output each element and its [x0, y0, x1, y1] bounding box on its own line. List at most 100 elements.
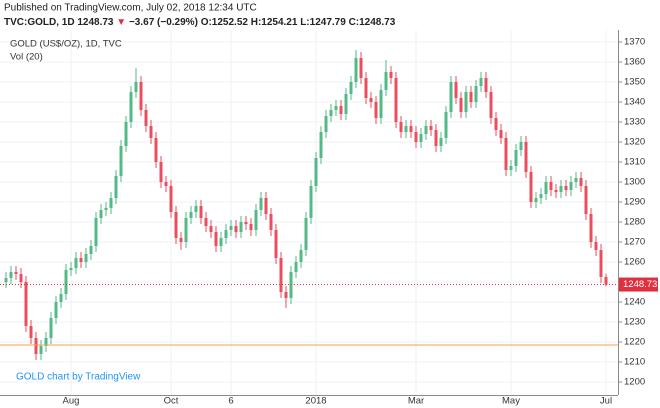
candle-body	[29, 326, 33, 338]
candle-body	[264, 198, 268, 214]
candle-body	[299, 250, 303, 262]
y-tick-label: 1300	[624, 177, 645, 188]
candle-body	[144, 110, 148, 126]
candle-body	[24, 282, 28, 326]
candle-body	[354, 58, 358, 82]
candle-body	[409, 126, 413, 132]
candle-body	[524, 142, 528, 172]
last-price-label: 1248.73	[623, 279, 657, 290]
candle-body	[179, 238, 183, 242]
candle-body	[489, 92, 493, 118]
candle-body	[159, 162, 163, 182]
candle-body	[579, 178, 583, 186]
candle-body	[189, 212, 193, 218]
chart-title: GOLD (US$/OZ), 1D, TVC	[10, 39, 122, 50]
y-tick-label: 1290	[624, 197, 645, 208]
candle-body	[479, 78, 483, 86]
candle-body	[284, 292, 288, 298]
candle-body	[249, 224, 253, 230]
candle-body	[309, 186, 313, 218]
candle-body	[504, 138, 508, 170]
candle-body	[94, 218, 98, 246]
candle-body	[109, 198, 113, 208]
x-tick-label: Oct	[164, 396, 179, 407]
candle-body	[534, 198, 538, 202]
y-tick-label: 1220	[624, 337, 645, 348]
candle-body	[154, 138, 158, 162]
candle-body	[384, 72, 388, 90]
candle-body	[454, 82, 458, 98]
candle-body	[19, 274, 23, 282]
published: Published on TradingView.com, July 02, 2…	[4, 3, 257, 14]
candle-body	[14, 272, 18, 274]
y-tick-label: 1340	[624, 97, 645, 108]
candle-body	[389, 72, 393, 78]
candle-body	[379, 90, 383, 118]
y-tick-label: 1370	[624, 37, 645, 48]
candle-body	[199, 206, 203, 218]
candle-body	[209, 226, 213, 232]
candle-body	[9, 272, 13, 278]
candle-body	[469, 92, 473, 102]
last-price-box	[619, 277, 658, 292]
candle-body	[219, 238, 223, 246]
last: 1248.73	[77, 17, 114, 28]
candle-body	[169, 186, 173, 212]
candle-body	[424, 126, 428, 134]
y-tick-label: 1260	[624, 257, 645, 268]
candle-body	[139, 82, 143, 110]
candle-body	[279, 258, 283, 292]
candle-body	[149, 126, 153, 138]
candle-body	[404, 126, 408, 132]
candle-body	[89, 246, 93, 254]
candle-body	[234, 226, 238, 232]
candle-body	[529, 172, 533, 202]
candle-body	[184, 218, 188, 242]
candle-body	[329, 110, 333, 116]
candle-body	[134, 82, 138, 92]
candle-body	[399, 122, 403, 132]
candle-body	[519, 142, 523, 150]
candle-body	[84, 254, 88, 262]
candle-body	[339, 106, 343, 114]
candle-body	[564, 186, 568, 190]
annotation: GOLD chart by TradingView	[16, 372, 141, 383]
candle-body	[599, 250, 603, 277]
candle-body	[69, 268, 73, 270]
candle-body	[549, 182, 553, 190]
candle-body	[349, 82, 353, 94]
candle-body	[484, 78, 488, 92]
candle-body	[44, 338, 48, 346]
candle-body	[509, 166, 513, 170]
candle-body	[99, 210, 103, 218]
y-tick-label: 1280	[624, 217, 645, 228]
candle-body	[364, 78, 368, 98]
candle-body	[394, 78, 398, 122]
candle-body	[494, 118, 498, 130]
candle-body	[74, 258, 78, 268]
candle-body	[164, 182, 168, 186]
candle-body	[334, 106, 338, 110]
candle-body	[244, 222, 248, 224]
y-tick-label: 1310	[624, 157, 645, 168]
candle-body	[459, 98, 463, 112]
candle-body	[194, 206, 198, 212]
candle-body	[514, 150, 518, 166]
candle-body	[4, 278, 8, 282]
candle-body	[314, 158, 318, 186]
x-tick-label: 6	[228, 396, 233, 407]
candle-body	[464, 92, 468, 112]
candle-body	[294, 262, 298, 272]
candle-body	[274, 230, 278, 258]
y-tick-label: 1330	[624, 117, 645, 128]
candle-body	[544, 182, 548, 194]
candle-body	[114, 176, 118, 198]
candle-body	[584, 186, 588, 214]
candle-body	[34, 338, 38, 354]
candle-body	[554, 190, 558, 192]
candle-body	[39, 346, 43, 354]
candle-body	[319, 132, 323, 158]
candle-body	[559, 186, 563, 192]
